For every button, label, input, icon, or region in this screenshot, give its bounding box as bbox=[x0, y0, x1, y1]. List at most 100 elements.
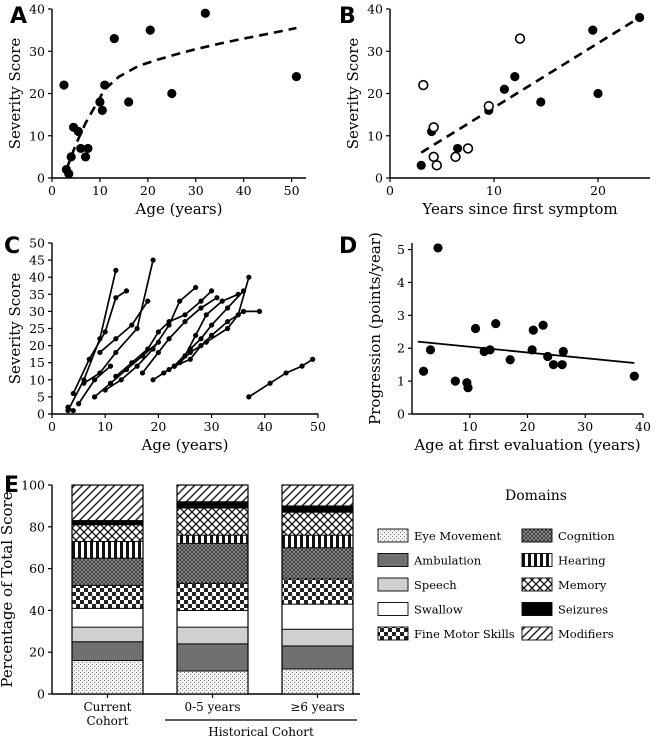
data-point bbox=[95, 97, 105, 107]
patient-point bbox=[81, 380, 87, 386]
patient-point bbox=[113, 267, 119, 273]
patient-point bbox=[203, 312, 209, 318]
patient-point bbox=[209, 332, 215, 338]
bar-segment-cognition bbox=[71, 557, 144, 586]
bar-segment-memory bbox=[71, 524, 144, 542]
y-tick-label: 40 bbox=[29, 270, 45, 285]
patient-point bbox=[123, 288, 130, 294]
data-point-open bbox=[428, 122, 439, 133]
y-tick-label: 25 bbox=[29, 321, 45, 336]
bar-segment-seizures bbox=[71, 520, 144, 526]
bar-segment-fine_motor bbox=[176, 582, 249, 611]
data-point bbox=[83, 143, 93, 154]
y-tick-label: 20 bbox=[29, 86, 45, 101]
patient-point bbox=[118, 377, 124, 383]
legend-swatch-modifiers bbox=[521, 626, 553, 641]
panel-d: 10 20 30 40 0 1 2 3 4 5 Age at first evaluation (y… bbox=[339, 232, 651, 454]
patient-point bbox=[97, 370, 103, 376]
x-tick-label: 30 bbox=[204, 419, 220, 434]
y-tick-label: 30 bbox=[29, 304, 45, 319]
bar-segment-hearing bbox=[281, 534, 354, 549]
bar-segment-hearing bbox=[71, 540, 144, 559]
data-point bbox=[557, 360, 567, 370]
x-tick-label: 20 bbox=[150, 419, 166, 434]
patient-point bbox=[198, 298, 204, 304]
patient-point bbox=[134, 325, 140, 332]
y-axis-title: Severity Score bbox=[344, 38, 362, 150]
bar-segment-ambulation bbox=[71, 641, 144, 662]
bar-segment-memory bbox=[281, 511, 354, 536]
patient-point bbox=[91, 377, 98, 383]
data-point-filled bbox=[416, 160, 426, 170]
group-label: Historical Cohort bbox=[208, 725, 314, 739]
legend-label: Speech bbox=[414, 578, 457, 592]
bar-segment-swallow bbox=[281, 603, 354, 630]
data-point bbox=[80, 152, 91, 162]
data-point-open bbox=[431, 160, 442, 171]
data-point-open bbox=[418, 79, 429, 91]
patient-point bbox=[70, 407, 76, 414]
y-tick-label: 45 bbox=[29, 253, 45, 268]
patient-point bbox=[187, 356, 193, 362]
category-label: 0-5 years bbox=[184, 700, 240, 714]
patient-point bbox=[198, 305, 204, 311]
patient-point bbox=[267, 380, 273, 386]
data-point bbox=[66, 152, 76, 162]
bar-segment-cognition bbox=[176, 543, 249, 584]
bar-segment-modifiers bbox=[71, 484, 144, 521]
y-tick-label: 20 bbox=[29, 338, 45, 353]
data-point-open bbox=[462, 143, 474, 154]
data-point bbox=[505, 355, 515, 365]
patient-point bbox=[193, 332, 199, 338]
patient-point bbox=[182, 353, 188, 359]
y-axis-title: Severity Score bbox=[6, 38, 24, 150]
bar-segment-fine_motor bbox=[71, 584, 144, 609]
bar-segment-hearing bbox=[176, 534, 249, 544]
data-point bbox=[291, 72, 302, 82]
legend-label: Eye Movement bbox=[414, 529, 501, 543]
fit-curve bbox=[65, 26, 297, 171]
y-tick-label: 0 bbox=[397, 407, 405, 422]
bar-segment-eye_movement bbox=[176, 670, 249, 695]
legend-label: Swallow bbox=[414, 603, 463, 617]
panel-label-e: E bbox=[4, 473, 19, 498]
data-point bbox=[558, 346, 568, 357]
data-point bbox=[145, 25, 155, 35]
legend-swatch-memory bbox=[521, 577, 553, 592]
bar-segment-modifiers bbox=[281, 484, 354, 507]
y-tick-label: 20 bbox=[29, 645, 45, 660]
x-axis-title: Age (years) bbox=[135, 200, 223, 218]
x-tick-label: 20 bbox=[140, 183, 156, 198]
bar-segment-modifiers bbox=[176, 484, 249, 503]
x-tick-label: 40 bbox=[635, 419, 651, 434]
panel-label-d: D bbox=[339, 234, 357, 259]
data-point bbox=[527, 345, 537, 355]
data-point bbox=[450, 376, 460, 386]
data-point bbox=[470, 323, 481, 334]
y-tick-label: 40 bbox=[367, 2, 383, 17]
legend-swatch-fine_motor bbox=[377, 626, 409, 641]
y-tick-label: 50 bbox=[29, 236, 45, 251]
patient-point bbox=[113, 349, 119, 356]
legend-swatch-speech bbox=[377, 577, 409, 592]
patient-point bbox=[240, 288, 247, 294]
data-point bbox=[76, 143, 86, 154]
bar-segment-seizures bbox=[281, 505, 354, 513]
y-tick-label: 5 bbox=[37, 389, 45, 404]
data-point-filled bbox=[593, 88, 603, 99]
patient-point bbox=[224, 305, 231, 311]
patient-point bbox=[134, 363, 140, 369]
data-point bbox=[538, 320, 548, 330]
x-tick-label: 50 bbox=[310, 419, 326, 434]
y-axis-title: Severity Score bbox=[6, 273, 24, 385]
patient-point bbox=[91, 394, 98, 400]
legend-label: Ambulation bbox=[413, 554, 482, 568]
data-point bbox=[528, 325, 538, 335]
patient-point bbox=[86, 356, 92, 362]
y-tick-label: 10 bbox=[29, 372, 45, 387]
data-point bbox=[124, 97, 134, 107]
x-tick-label: 0 bbox=[386, 183, 394, 198]
